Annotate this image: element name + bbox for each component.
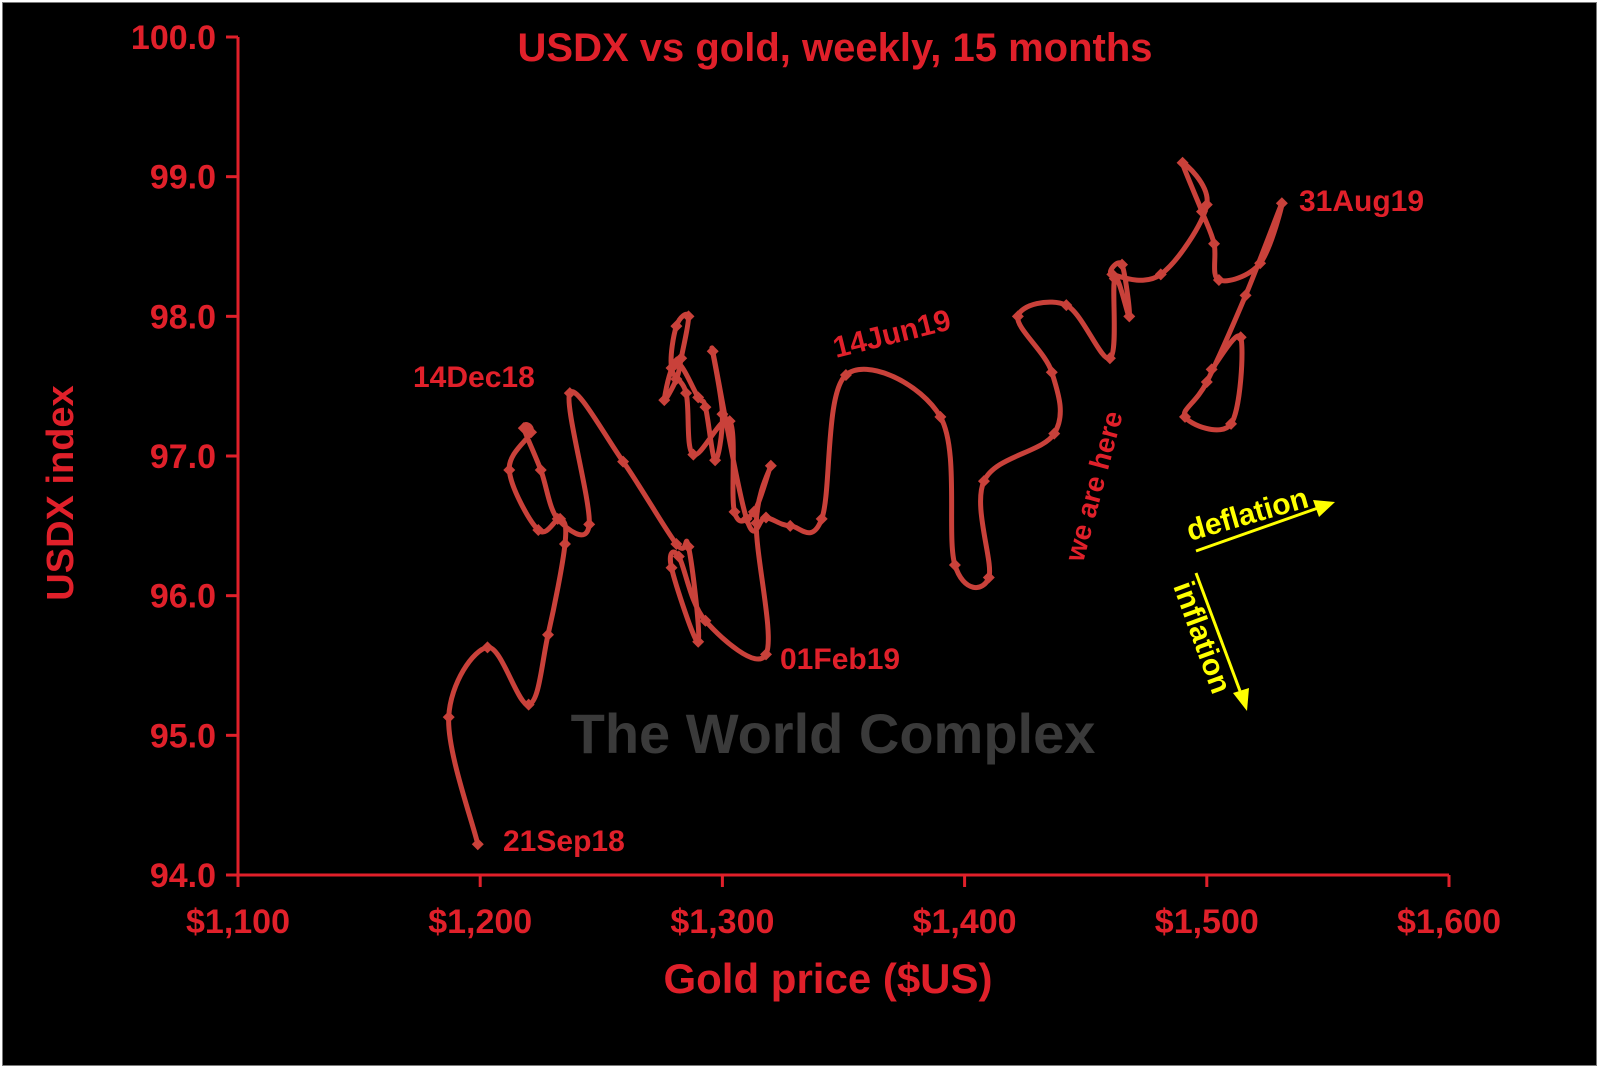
data-point <box>982 571 995 584</box>
data-point <box>723 415 736 428</box>
data-point <box>784 519 797 532</box>
x-tick-label: $1,200 <box>428 903 532 941</box>
y-tick-label: 98.0 <box>150 298 216 336</box>
data-point <box>1205 363 1218 376</box>
data-point <box>481 641 494 654</box>
data-point <box>680 387 693 400</box>
data-point <box>948 558 961 571</box>
annotation-we-are-here: we are here <box>1059 408 1129 566</box>
annotation-14dec18: 14Dec18 <box>413 361 535 394</box>
data-point <box>563 387 576 400</box>
data-point <box>670 320 683 333</box>
annotation-31aug19: 31Aug19 <box>1299 185 1424 218</box>
x-axis-label: Gold price ($US) <box>663 955 992 1002</box>
data-point <box>1048 427 1061 440</box>
x-tick-label: $1,400 <box>913 903 1017 941</box>
annotation-01feb19: 01Feb19 <box>780 643 900 676</box>
data-point <box>750 517 763 530</box>
y-tick-label: 97.0 <box>150 438 216 476</box>
chart-title: USDX vs gold, weekly, 15 months <box>518 26 1153 70</box>
data-point <box>682 310 695 323</box>
data-point <box>670 356 683 369</box>
data-point <box>716 408 729 421</box>
x-tick-label: $1,300 <box>670 903 774 941</box>
data-point <box>617 455 630 468</box>
annotation-21sep18: 21Sep18 <box>503 825 625 858</box>
y-tick-label: 96.0 <box>150 578 216 616</box>
data-point <box>1208 237 1221 250</box>
data-point <box>583 518 596 531</box>
data-point <box>728 505 741 518</box>
data-point <box>764 459 777 472</box>
data-point <box>442 711 455 724</box>
tick-labels: 94.0 95.0 96.0 97.0 98.0 99.0 100.0 $1,100 $1,20… <box>131 19 1501 941</box>
data-point <box>815 512 828 525</box>
data-point <box>1103 352 1116 365</box>
axes <box>226 35 1451 887</box>
data-point <box>658 394 671 407</box>
data-point <box>692 635 705 648</box>
data-point <box>471 838 484 851</box>
y-tick-label: 94.0 <box>150 857 216 895</box>
data-point <box>709 454 722 467</box>
data-point <box>1106 268 1119 281</box>
data-point <box>706 345 719 358</box>
data-point <box>522 698 535 711</box>
data-point <box>1234 331 1247 344</box>
data-point <box>1239 289 1252 302</box>
data-point <box>977 475 990 488</box>
data-point <box>1011 310 1024 323</box>
data-point <box>687 448 700 461</box>
data-point <box>1225 417 1238 430</box>
inflation-label: inflation <box>1166 577 1237 698</box>
data-point <box>665 561 678 574</box>
chart-canvas: 94.0 95.0 96.0 97.0 98.0 99.0 100.0 $1,100 $1,20… <box>40 19 1501 1002</box>
data-point <box>1154 268 1167 281</box>
y-tick-label: 100.0 <box>131 19 216 57</box>
x-tick-label: $1,600 <box>1397 903 1501 941</box>
data-point <box>839 368 852 381</box>
data-point <box>1195 205 1208 218</box>
y-tick-label: 95.0 <box>150 717 216 755</box>
data-point <box>1123 310 1136 323</box>
data-point <box>740 512 753 525</box>
data-point <box>1179 410 1192 423</box>
data-point <box>682 540 695 553</box>
data-point <box>532 524 545 537</box>
inflation-arrow: inflation <box>1166 572 1249 711</box>
data-point <box>1200 375 1213 388</box>
data-point <box>670 373 683 386</box>
watermark: The World Complex <box>571 702 1096 765</box>
x-tick-label: $1,500 <box>1155 903 1259 941</box>
data-markers <box>442 156 1288 851</box>
data-point <box>692 391 705 404</box>
deflation-label: deflation <box>1183 482 1312 548</box>
data-point <box>1176 156 1189 169</box>
y-axis-label: USDX index <box>40 385 82 600</box>
data-point <box>1212 274 1225 287</box>
data-point <box>558 537 571 550</box>
data-point <box>672 550 685 563</box>
data-point <box>534 463 547 476</box>
data-point <box>1045 366 1058 379</box>
data-point <box>1254 257 1267 270</box>
data-point <box>517 422 530 435</box>
data-point <box>934 410 947 423</box>
data-point <box>1060 299 1073 312</box>
data-point <box>759 648 772 661</box>
data-point <box>699 614 712 627</box>
data-point <box>503 463 516 476</box>
data-point <box>747 505 760 518</box>
annotation-14jun19: 14Jun19 <box>830 304 954 365</box>
data-point <box>670 537 683 550</box>
data-point <box>1116 258 1129 271</box>
data-point <box>699 401 712 414</box>
x-tick-label: $1,100 <box>186 903 290 941</box>
data-point <box>1275 197 1288 210</box>
data-point <box>542 628 555 641</box>
data-point <box>551 512 564 525</box>
y-tick-label: 99.0 <box>150 159 216 197</box>
deflation-arrow: deflation <box>1183 482 1335 553</box>
